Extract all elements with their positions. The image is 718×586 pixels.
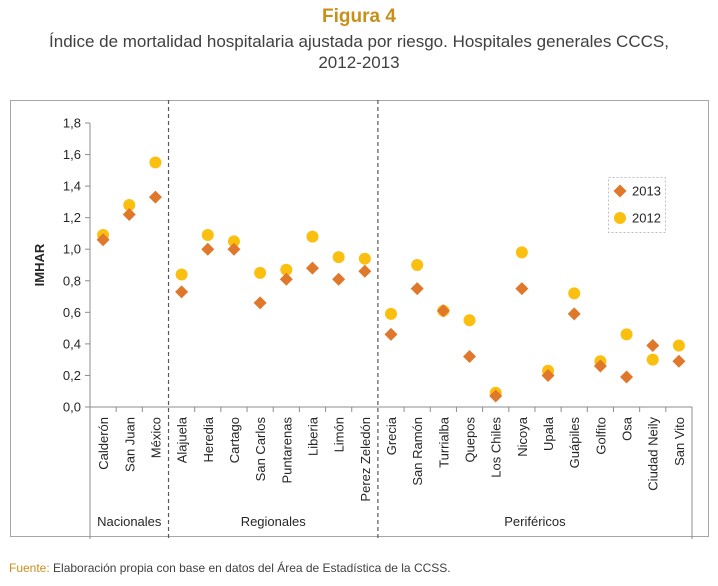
data-point-2013 xyxy=(332,272,346,286)
data-point-2013 xyxy=(175,285,189,299)
data-point-2013 xyxy=(541,368,555,382)
x-tick-label: Cartago xyxy=(227,417,242,463)
x-tick-label: Upala xyxy=(541,416,556,451)
data-point-2012 xyxy=(646,353,659,366)
x-tick-label: Guápiles xyxy=(567,417,582,469)
y-axis-label: IMHAR xyxy=(32,243,47,286)
data-point-2012 xyxy=(411,259,424,271)
x-tick-label: Turrialba xyxy=(436,416,451,468)
y-tick-label: 0,6 xyxy=(63,305,81,320)
x-tick-label: San Carlos xyxy=(253,417,268,482)
data-point-2013 xyxy=(593,359,607,373)
data-point-2013 xyxy=(672,354,686,368)
data-point-2013 xyxy=(489,389,503,403)
data-point-2012 xyxy=(672,339,685,352)
data-point-2012 xyxy=(306,230,319,243)
x-tick-label: México xyxy=(148,417,163,458)
data-point-2012 xyxy=(149,156,162,169)
data-point-2013 xyxy=(148,190,162,204)
group-label: Regionales xyxy=(241,514,307,529)
data-point-2013 xyxy=(253,296,267,310)
x-tick-label: Alajuela xyxy=(175,416,190,463)
x-tick-label: Puntarenas xyxy=(279,417,294,484)
data-point-2013 xyxy=(384,327,398,341)
data-point-2012 xyxy=(515,246,528,259)
x-tick-label: San Vito xyxy=(672,417,687,466)
figure-label: Figura 4 xyxy=(322,6,396,27)
x-tick-label: Quepos xyxy=(463,417,478,463)
data-point-2013 xyxy=(227,242,241,256)
x-tick-label: Osa xyxy=(620,416,635,441)
data-point-2013 xyxy=(515,282,529,296)
data-point-2012 xyxy=(175,268,188,281)
x-tick-label: San Juan xyxy=(122,417,137,472)
y-tick-label: 1,8 xyxy=(63,116,81,131)
source-note: Fuente: Elaboración propia con base en d… xyxy=(9,561,451,575)
data-point-2012 xyxy=(332,251,345,264)
group-label: Nacionales xyxy=(97,514,162,529)
data-point-2012 xyxy=(568,287,581,300)
data-point-2012 xyxy=(620,328,633,341)
y-tick-label: 1,2 xyxy=(63,210,81,225)
data-point-2013 xyxy=(305,261,319,275)
x-tick-label: Los Chiles xyxy=(489,417,504,478)
data-point-2013 xyxy=(567,307,581,321)
data-point-2012 xyxy=(201,229,214,242)
x-tick-label: Nicoya xyxy=(515,416,530,457)
chart-title: Índice de mortalidad hospitalaria ajusta… xyxy=(49,32,669,51)
y-tick-label: 0,8 xyxy=(63,273,81,288)
x-tick-label: Perez Zeledón xyxy=(358,417,373,502)
group-label: Periféricos xyxy=(504,514,566,529)
legend-marker-2013 xyxy=(613,184,627,198)
data-point-2013 xyxy=(463,350,477,364)
data-point-2012 xyxy=(358,252,371,265)
chart-subtitle: 2012-2013 xyxy=(318,53,400,72)
x-tick-label: Grecia xyxy=(384,416,399,455)
x-tick-label: San Ramón xyxy=(410,417,425,486)
x-tick-label: Calderón xyxy=(96,417,111,470)
x-tick-label: Ciudad Neily xyxy=(646,417,661,491)
legend-label-2012: 2012 xyxy=(632,211,661,226)
data-point-2012 xyxy=(123,199,136,212)
legend-label-2013: 2013 xyxy=(632,184,661,199)
x-tick-label: Limón xyxy=(332,417,347,452)
data-point-2013 xyxy=(358,264,372,278)
y-tick-label: 1,0 xyxy=(63,242,81,257)
x-tick-label: Golfito xyxy=(593,417,608,455)
y-tick-label: 1,6 xyxy=(63,147,81,162)
data-point-2013 xyxy=(620,370,634,384)
data-point-2012 xyxy=(254,266,267,279)
source-label: Fuente: xyxy=(9,561,50,575)
data-point-2012 xyxy=(227,235,240,248)
data-point-2013 xyxy=(201,242,215,256)
data-point-2013 xyxy=(646,338,660,352)
data-point-2012 xyxy=(280,263,293,276)
y-tick-label: 0,4 xyxy=(63,336,81,351)
data-point-2013 xyxy=(436,304,450,318)
data-point-2013 xyxy=(410,282,424,296)
x-tick-label: Liberia xyxy=(305,416,320,456)
data-point-2012 xyxy=(385,307,397,320)
legend-marker-2012 xyxy=(614,212,626,224)
y-tick-label: 1,4 xyxy=(63,179,81,194)
x-tick-label: Heredia xyxy=(201,416,216,462)
y-tick-label: 0,2 xyxy=(63,368,81,383)
y-tick-label: 0,0 xyxy=(63,400,81,415)
chart-frame xyxy=(10,100,709,537)
source-text: Elaboración propia con base en datos del… xyxy=(49,561,451,575)
data-point-2013 xyxy=(122,208,136,222)
data-point-2013 xyxy=(96,233,110,247)
data-point-2012 xyxy=(463,314,476,327)
data-point-2013 xyxy=(279,272,293,286)
